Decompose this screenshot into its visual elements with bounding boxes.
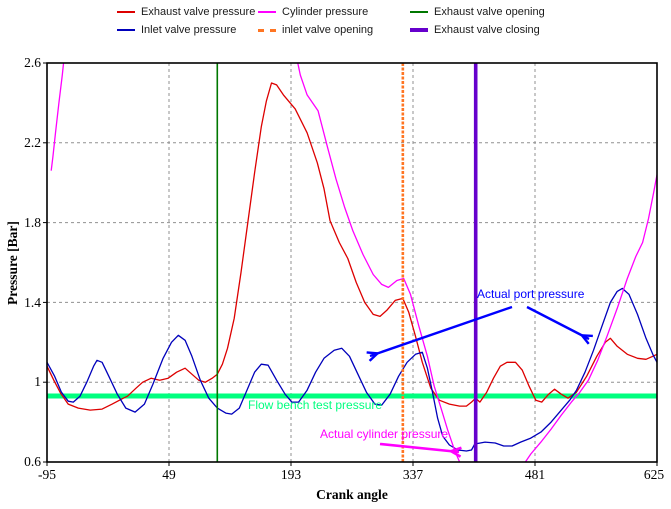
y-tick-label: 1.4	[24, 295, 41, 310]
legend-inlet-valve-pressure: Inlet valve pressure	[117, 23, 236, 37]
x-tick-label: 193	[280, 467, 302, 482]
x-axis-title: Crank angle	[316, 487, 388, 502]
flow-bench-test-pressure-label: Flow bench test pressure	[248, 398, 383, 412]
legend-label: Exhaust valve closing	[434, 24, 540, 36]
legend-exhaust-valve-closing: Exhaust valve closing	[410, 23, 540, 37]
y-tick-label: 1.8	[24, 215, 41, 230]
legend-cylinder-pressure: Cylinder pressure	[258, 5, 368, 19]
actual-cylinder-pressure-label: Actual cylinder pressure	[320, 427, 449, 441]
y-tick-label: 2.2	[24, 135, 41, 150]
series-group	[47, 63, 657, 462]
legend-label: Exhaust valve opening	[434, 6, 545, 18]
cylinder-pressure-arrow	[379, 442, 459, 452]
legend-label: Exhaust valve pressure	[141, 6, 256, 18]
red-line-sample-icon	[117, 11, 135, 13]
series-exhaust-valve-pressure	[47, 82, 657, 411]
actual-port-pressure-label: Actual port pressure	[477, 287, 585, 301]
orange-dashed-line-sample-icon	[258, 28, 276, 32]
blue-line-sample-icon	[117, 29, 135, 31]
x-tick-label: -95	[38, 467, 56, 482]
legend-exhaust-valve-pressure: Exhaust valve pressure	[117, 5, 255, 19]
legend-label: Inlet valve pressure	[141, 24, 237, 36]
x-tick-label: 481	[524, 467, 546, 482]
series-cylinder-pressure	[50, 63, 65, 171]
x-tick-label: 49	[162, 467, 176, 482]
y-axis-title: Pressure [Bar]	[5, 221, 20, 305]
legend-inlet-valve-opening: inlet valve opening	[258, 23, 373, 37]
series-inlet-valve-pressure	[47, 287, 657, 452]
green-line-sample-icon	[410, 11, 428, 13]
port-pressure-arrow-left	[370, 305, 513, 356]
y-tick-label: 1	[34, 374, 41, 389]
x-tick-label: 625	[643, 467, 665, 482]
y-tick-label: 2.6	[24, 55, 41, 70]
purple-line-sample-icon	[410, 28, 428, 32]
series-cylinder-pressure	[297, 63, 657, 462]
legend-label: Cylinder pressure	[282, 6, 369, 18]
legend-label: inlet valve opening	[282, 24, 374, 36]
port-pressure-arrow-right	[526, 305, 589, 339]
magenta-line-sample-icon	[258, 11, 276, 13]
plot-frame	[46, 62, 658, 463]
y-tick-label: 0.6	[24, 454, 41, 469]
x-tick-label: 337	[402, 467, 424, 482]
legend-exhaust-valve-opening: Exhaust valve opening	[410, 5, 545, 19]
